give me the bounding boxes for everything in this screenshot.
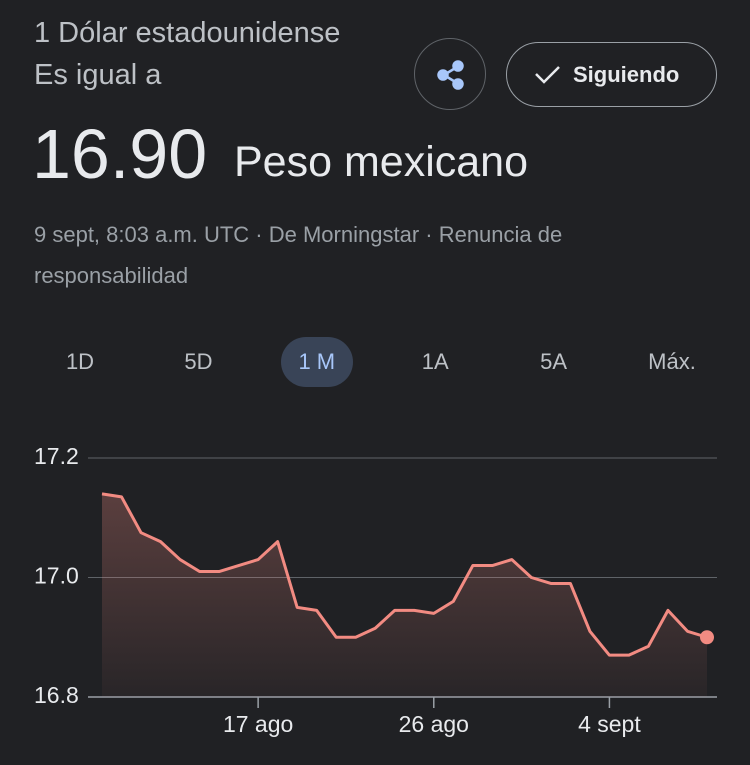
x-tick-label: 26 ago <box>399 711 469 737</box>
disclaimer-link[interactable]: Renuncia de responsabilidad <box>34 222 563 288</box>
range-tab[interactable]: 5D <box>184 349 213 374</box>
range-tab[interactable]: Máx. <box>648 349 696 374</box>
amount: 16.90 <box>32 115 208 193</box>
follow-label: Siguiendo <box>573 62 680 87</box>
line <box>101 492 708 657</box>
x-tick-label: 4 sept <box>578 711 641 737</box>
range-tab[interactable]: 5A <box>540 349 568 374</box>
chart: 16.8 17.0 17.2 17 ago 26 ago 4 sept <box>34 443 717 737</box>
range-tab[interactable]: 1D <box>65 349 95 374</box>
y-tick-label: 16.8 <box>34 682 79 708</box>
follow-button[interactable]: Siguiendo <box>506 42 717 107</box>
share-icon <box>437 60 464 90</box>
source-line: 9 sept, 8:03 a.m. UTC · De Morningstar ·… <box>34 214 674 296</box>
from-text: 1 Dólar estadounidense Es igual a <box>34 17 341 91</box>
area <box>102 493 707 697</box>
range-tab[interactable]: 1A <box>421 349 449 374</box>
end-point <box>700 630 714 645</box>
range-tab[interactable]: 1 M <box>280 337 353 387</box>
y-tick-label: 17.2 <box>34 443 79 469</box>
source: 9 sept, 8:03 a.m. UTC · De Morningstar · <box>34 222 433 247</box>
y-tick-label: 17.0 <box>34 563 79 589</box>
check-icon <box>535 66 560 84</box>
share-button[interactable] <box>414 38 486 110</box>
currency: Peso mexicano <box>234 138 528 186</box>
x-tick-label: 17 ago <box>223 711 293 737</box>
